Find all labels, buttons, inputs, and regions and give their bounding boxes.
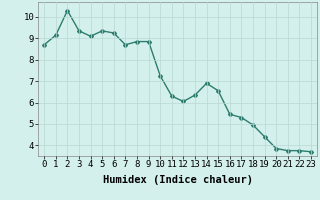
X-axis label: Humidex (Indice chaleur): Humidex (Indice chaleur) [103,175,252,185]
